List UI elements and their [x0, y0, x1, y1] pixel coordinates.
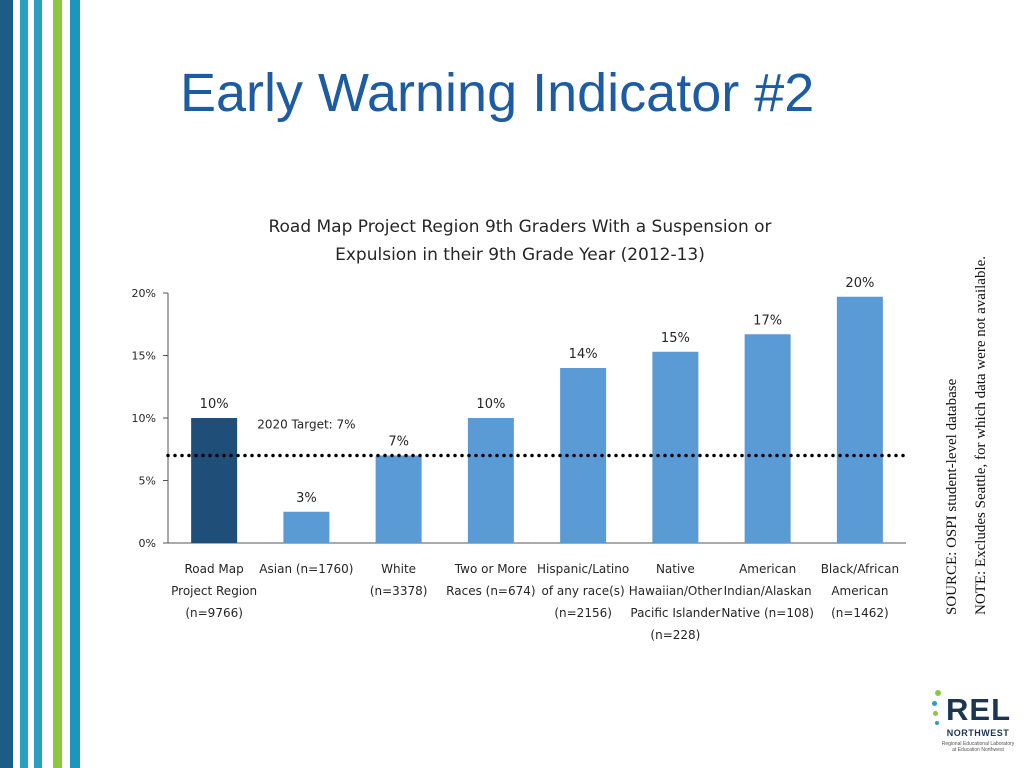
category-label: (n=9766)	[185, 606, 243, 620]
category-label: American	[739, 562, 796, 576]
logo-subtitle: NORTHWEST	[946, 728, 1010, 738]
chart-title-line: Road Map Project Region 9th Graders With…	[268, 217, 771, 237]
bar	[744, 334, 791, 543]
data-label: 17%	[753, 313, 782, 328]
category-label: Native (n=108)	[721, 606, 814, 620]
category-label: Two or More	[454, 562, 527, 576]
category-label: Hispanic/Latino	[537, 562, 629, 576]
bar	[652, 351, 699, 543]
category-label: Hawaiian/Other	[629, 584, 722, 598]
category-label: (n=1462)	[831, 606, 889, 620]
bar	[283, 511, 330, 543]
y-tick-label: 10%	[132, 412, 156, 425]
category-label: Native	[656, 562, 695, 576]
target-label: 2020 Target: 7%	[257, 418, 355, 432]
logo-tagline: Regional Educational Laboratory at Educa…	[941, 741, 1015, 753]
category-label: Black/African	[821, 562, 899, 576]
data-label: 10%	[200, 397, 229, 412]
data-label: 7%	[388, 435, 409, 450]
data-label: 3%	[296, 491, 317, 506]
category-label: Project Region	[171, 584, 257, 598]
category-label: (n=2156)	[554, 606, 612, 620]
rel-northwest-logo: REL NORTHWEST Regional Educational Labor…	[926, 690, 1016, 762]
decorative-stripe	[34, 0, 42, 768]
y-tick-label: 20%	[132, 287, 156, 300]
category-label: Races (n=674)	[446, 584, 535, 598]
bar-chart: Road Map Project Region 9th Graders With…	[132, 217, 910, 642]
data-label: 20%	[845, 276, 874, 291]
category-label: (n=228)	[650, 628, 700, 642]
data-label: 15%	[661, 331, 690, 346]
source-note: SOURCE: OSPI student-level database	[944, 378, 960, 615]
category-label: American	[831, 584, 888, 598]
category-label: (n=3378)	[370, 584, 428, 598]
y-tick-label: 0%	[139, 537, 156, 550]
logo-wordmark: REL	[946, 692, 1011, 727]
slide-title: Early Warning Indicator #2	[180, 63, 815, 123]
bar	[467, 418, 514, 543]
logo-dots-icon	[932, 690, 944, 730]
category-label: White	[381, 562, 416, 576]
data-label: 10%	[476, 397, 505, 412]
bar	[191, 418, 238, 543]
exclusion-note: NOTE: Excludes Seattle, for which data w…	[973, 255, 989, 615]
category-label: Indian/Alaskan	[724, 584, 812, 598]
decorative-stripe	[20, 0, 28, 768]
data-label: 14%	[569, 347, 598, 362]
y-tick-label: 5%	[139, 475, 156, 488]
y-tick-label: 15%	[132, 350, 156, 363]
bar	[375, 455, 422, 543]
category-label: Asian (n=1760)	[259, 562, 353, 576]
decorative-stripe	[70, 0, 80, 768]
category-label: Road Map	[185, 562, 244, 576]
bar	[836, 296, 883, 543]
category-label: of any race(s)	[542, 584, 625, 598]
category-label: Pacific Islander	[630, 606, 720, 620]
decorative-stripe	[53, 0, 62, 768]
chart-title-line: Expulsion in their 9th Grade Year (2012-…	[335, 245, 705, 265]
decorative-stripe	[0, 0, 13, 768]
